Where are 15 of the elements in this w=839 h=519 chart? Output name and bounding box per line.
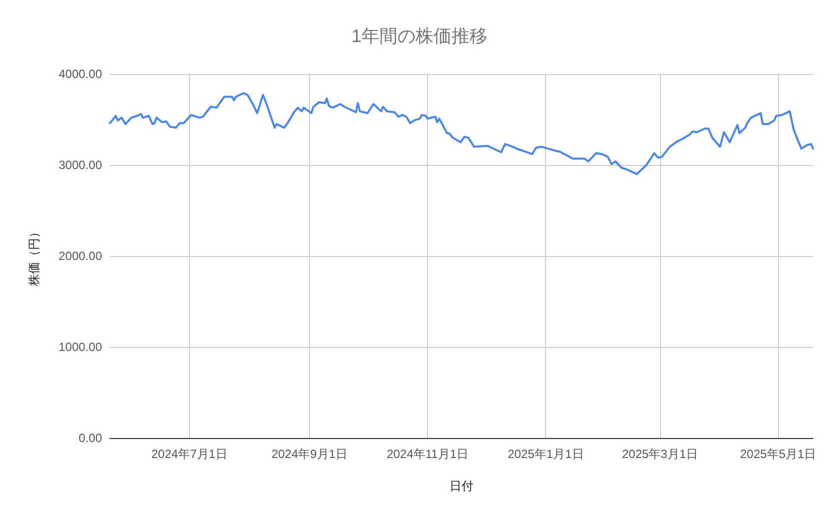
y-tick-label: 4000.00: [58, 67, 102, 81]
y-tick-label: 3000.00: [58, 158, 102, 172]
line-series: [109, 92, 814, 176]
x-tick-label: 2024年11月1日: [386, 447, 469, 461]
x-tick-label: 2025年5月1日: [740, 447, 816, 461]
x-axis-title: 日付: [450, 479, 474, 493]
y-tick-label: 2000.00: [58, 249, 102, 263]
x-tick-label: 2025年3月1日: [622, 447, 698, 461]
y-tick-label: 0.00: [78, 431, 102, 445]
x-tick-label: 2025年1月1日: [508, 447, 584, 461]
x-tick-label: 2024年7月1日: [151, 447, 228, 461]
x-tick-label: 2024年9月1日: [271, 447, 348, 461]
chart-title: 1年間の株価推移: [351, 26, 488, 46]
y-axis-title: 株価（円）: [27, 226, 41, 287]
y-tick-label: 1000.00: [58, 340, 102, 354]
